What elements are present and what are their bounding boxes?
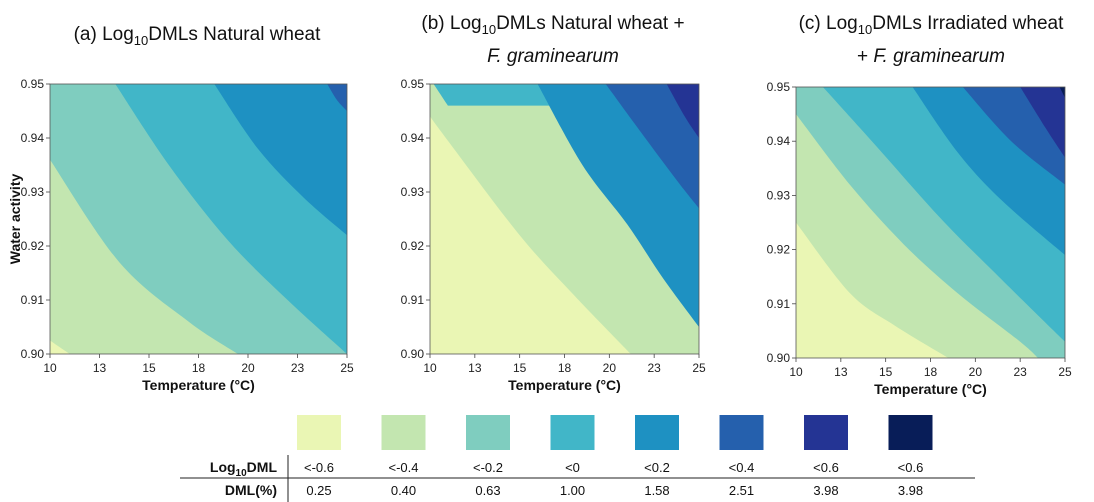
x-tick-label: 10	[789, 365, 803, 379]
legend-log-value: <0.2	[644, 460, 670, 475]
x-tick-label: 15	[142, 361, 156, 375]
legend-swatch	[719, 415, 764, 450]
y-tick-label: 0.95	[767, 80, 791, 94]
legend-row-label-log: Log10DML	[210, 459, 278, 479]
legend-log-value: <-0.2	[473, 460, 503, 475]
legend-log-value: <-0.4	[389, 460, 419, 475]
contour-band	[796, 87, 1065, 158]
y-ticks: 0.90 0.91 0.92 0.93 0.94 0.95	[21, 77, 50, 361]
panel-title: (c) Log10DMLs Irradiated wheat	[799, 13, 1064, 37]
legend-swatch	[888, 415, 933, 450]
x-tick-label: 23	[647, 361, 661, 375]
legend-swatch	[804, 415, 848, 450]
legend-log-value: <0	[565, 460, 580, 475]
legend-row-label-dml: DML(%)	[225, 482, 277, 498]
legend-dml-value: 0.25	[306, 483, 331, 498]
contour-band	[430, 84, 699, 209]
y-ticks: 0.90 0.91 0.92 0.93 0.94 0.95	[401, 77, 430, 361]
x-tick-label: 18	[192, 361, 206, 375]
contour-panels: 10 13 15 18 20 23 25 0.90 0.91 0.92 0.93 0.94 0.95 Te…	[7, 13, 1072, 397]
x-tick-label: 25	[692, 361, 706, 375]
legend-swatch	[635, 415, 679, 450]
y-tick-label: 0.91	[767, 297, 791, 311]
y-tick-label: 0.93	[401, 185, 425, 199]
panel-title: (b) Log10DMLs Natural wheat +	[421, 13, 684, 37]
x-tick-label: 18	[558, 361, 572, 375]
y-tick-label: 0.91	[21, 293, 45, 307]
contour-panel-a: 10 13 15 18 20 23 25 0.90 0.91 0.92 0.93 0.94 0.95 Te…	[7, 24, 354, 393]
x-tick-label: 10	[43, 361, 57, 375]
y-tick-label: 0.94	[21, 131, 45, 145]
contour-fill-c	[796, 87, 1065, 358]
x-tick-label: 25	[340, 361, 354, 375]
legend-swatch	[550, 415, 595, 450]
y-tick-label: 0.92	[21, 239, 45, 253]
x-axis-label: Temperature (°C)	[874, 381, 987, 397]
contour-fill-a	[50, 84, 347, 354]
x-tick-label: 15	[879, 365, 893, 379]
contour-band	[796, 87, 1065, 255]
y-tick-label: 0.90	[767, 351, 791, 365]
contour-band	[430, 84, 699, 138]
legend-dml-value: 0.63	[475, 483, 500, 498]
contour-panel-c: 10 13 15 18 20 23 25 0.90 0.91 0.92 0.93 0.94 0.95 Te…	[767, 13, 1072, 397]
x-tick-label: 20	[603, 361, 617, 375]
x-axis-label: Temperature (°C)	[508, 377, 621, 393]
x-tick-label: 13	[834, 365, 848, 379]
y-tick-label: 0.91	[401, 293, 425, 307]
legend-dml-value: 1.58	[644, 483, 669, 498]
x-tick-label: 15	[513, 361, 527, 375]
panel-title-line2: F. graminearum	[487, 46, 619, 67]
contour-band	[796, 87, 1065, 185]
y-tick-label: 0.95	[401, 77, 425, 91]
y-tick-label: 0.90	[401, 347, 425, 361]
x-tick-label: 20	[241, 361, 255, 375]
x-tick-label: 13	[468, 361, 482, 375]
y-tick-label: 0.92	[767, 243, 791, 257]
x-ticks: 10 13 15 18 20 23 25	[789, 358, 1072, 379]
y-tick-label: 0.94	[767, 134, 791, 148]
y-ticks: 0.90 0.91 0.92 0.93 0.94 0.95	[767, 80, 796, 365]
legend-log-value: <0.6	[898, 460, 924, 475]
contour-band	[50, 84, 347, 236]
y-tick-label: 0.94	[401, 131, 425, 145]
y-tick-label: 0.90	[21, 347, 45, 361]
legend-log-value: <0.6	[813, 460, 839, 475]
legend-log-value: <-0.6	[304, 460, 334, 475]
panel-title-line2: + F. graminearum	[857, 46, 1005, 67]
legend-swatch	[466, 415, 510, 450]
legend-table: <-0.6 0.25 <-0.4 0.40 <-0.2 0.63 <0 1.00 <0.2 1.5…	[180, 415, 975, 502]
panel-title: (a) Log10DMLs Natural wheat	[74, 24, 322, 48]
legend-swatch	[297, 415, 341, 450]
x-tick-label: 23	[1013, 365, 1027, 379]
x-axis-label: Temperature (°C)	[142, 377, 255, 393]
legend-swatch	[381, 415, 426, 450]
x-tick-label: 20	[969, 365, 983, 379]
contour-band	[430, 84, 699, 327]
legend-dml-value: 3.98	[813, 483, 838, 498]
x-tick-label: 10	[423, 361, 437, 375]
x-ticks: 10 13 15 18 20 23 25	[423, 354, 706, 375]
y-tick-label: 0.92	[401, 239, 425, 253]
legend-dml-value: 2.51	[729, 483, 754, 498]
x-ticks: 10 13 15 18 20 23 25	[43, 354, 354, 375]
legend-dml-value: 1.00	[560, 483, 585, 498]
x-tick-label: 18	[924, 365, 938, 379]
y-tick-label: 0.93	[767, 188, 791, 202]
y-tick-label: 0.93	[21, 185, 45, 199]
x-tick-label: 25	[1058, 365, 1072, 379]
legend-dml-value: 3.98	[898, 483, 923, 498]
contour-fill-b	[430, 84, 699, 354]
x-tick-label: 13	[93, 361, 107, 375]
contour-panel-b: 10 13 15 18 20 23 25 0.90 0.91 0.92 0.93 0.94 0.95 Te…	[401, 13, 706, 393]
y-tick-label: 0.95	[21, 77, 45, 91]
y-axis-label: Water activity	[7, 174, 23, 265]
x-tick-label: 23	[291, 361, 305, 375]
legend-log-value: <0.4	[729, 460, 755, 475]
legend-dml-value: 0.40	[391, 483, 416, 498]
